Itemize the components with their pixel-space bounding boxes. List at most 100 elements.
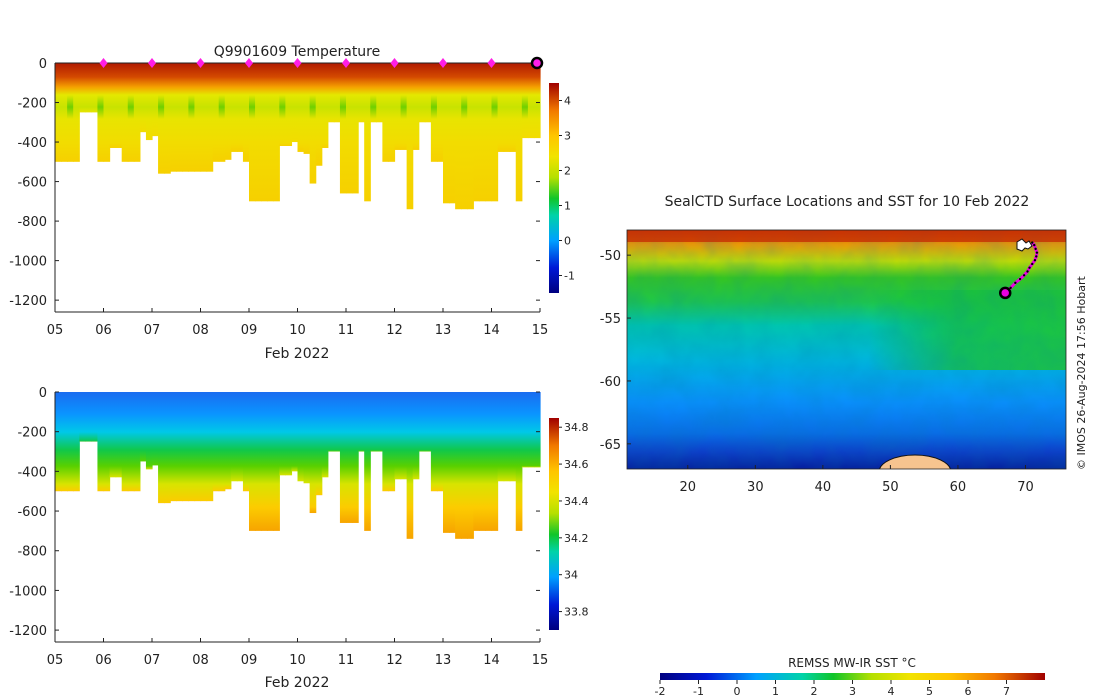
s-profile-column	[406, 392, 414, 539]
t-y-tick-label: -400	[17, 136, 47, 151]
s-profile-column	[85, 392, 92, 442]
profile-surface-marker	[99, 58, 108, 68]
s-profile-column	[485, 392, 493, 531]
sst-colorbar-tick-label: -2	[655, 685, 666, 698]
t-profile-column	[218, 63, 226, 162]
s-profile-column	[467, 392, 474, 539]
s-profile-column	[327, 392, 335, 452]
sst-map-panel: SealCTD Surface Locations and SST for 10…	[600, 194, 1088, 698]
t-profile-column	[315, 63, 323, 166]
s-profile-column	[230, 392, 238, 482]
t-x-tick-label: 14	[483, 323, 500, 338]
sst-colorbar-tick-label: 3	[849, 685, 856, 698]
s-profile-column	[194, 392, 202, 502]
profile-surface-marker	[245, 58, 253, 68]
t-x-tick-label: 12	[386, 323, 403, 338]
t-profile-column	[279, 63, 286, 146]
t-profile-column	[103, 63, 111, 162]
t-profile-column	[194, 63, 202, 172]
t-y-tick-label: -200	[17, 97, 47, 112]
t-profile-column	[370, 63, 377, 123]
t-profile-column	[376, 63, 383, 123]
t-profile-column	[170, 63, 177, 172]
seal-track-point	[1035, 255, 1038, 258]
t-profile-column	[236, 63, 244, 152]
s-profile-column	[358, 392, 365, 452]
s-profile-column	[249, 392, 256, 531]
s-x-tick-label: 09	[241, 653, 258, 668]
t-profile-column	[358, 63, 365, 123]
t-profile-column	[418, 63, 426, 123]
t-profile-column	[424, 63, 432, 123]
sst-map-title: SealCTD Surface Locations and SST for 10…	[665, 194, 1030, 210]
seal-current-position	[998, 286, 1012, 300]
antarctic-land	[879, 454, 951, 469]
salinity-profiles	[55, 392, 541, 539]
sst-colorbar	[660, 673, 1045, 680]
s-profile-column	[182, 392, 189, 502]
s-profile-column	[170, 392, 177, 502]
s-profile-column	[285, 392, 293, 476]
t-profile-column	[479, 63, 487, 202]
s-x-tick-label: 05	[47, 653, 64, 668]
t-profile-column	[61, 63, 68, 162]
t-profile-column	[473, 63, 480, 202]
t-x-tick-label: 15	[532, 323, 549, 338]
sst-colorbar-tick-label: 0	[734, 685, 741, 698]
s-profile-column	[533, 392, 541, 468]
t-profile-column	[133, 63, 141, 162]
s-profile-column	[139, 392, 147, 462]
t-x-tick-label: 13	[435, 323, 452, 338]
t-profile-column	[73, 63, 80, 162]
s-colorbar-tick-label: 34.8	[564, 421, 589, 434]
t-profile-column	[443, 63, 450, 204]
profile-surface-marker	[342, 58, 350, 68]
t-profile-column	[521, 63, 529, 139]
s-profile-column	[461, 392, 468, 539]
salinity-y-ticks: 0 -200 -400 -600 -800 -1000 -1200	[9, 386, 540, 639]
s-y-tick-label: -600	[17, 505, 47, 520]
s-profile-column	[443, 392, 450, 533]
s-y-tick-label: -400	[17, 465, 47, 480]
s-x-tick-label: 13	[435, 653, 452, 668]
profile-surface-marker	[293, 58, 302, 68]
t-profile-column	[67, 63, 74, 162]
sst-colorbar-tick-label: 2	[811, 685, 818, 698]
t-colorbar-tick-label: 3	[564, 130, 571, 143]
current-position-marker	[530, 56, 544, 70]
s-x-tick-label: 10	[289, 653, 306, 668]
seal-track-point	[1035, 251, 1039, 254]
t-colorbar-tick-label: 0	[564, 235, 571, 248]
sst-map-x-tick-label: 50	[882, 480, 899, 495]
sst-colorbar-label: REMSS MW-IR SST °C	[788, 656, 916, 670]
s-y-tick-label: 0	[39, 386, 47, 401]
salinity-colorbar-ticks: 34.8 34.6 34.4 34.2 34 33.8	[559, 421, 589, 619]
s-profile-column	[73, 392, 80, 492]
t-profile-column	[267, 63, 274, 202]
s-profile-column	[376, 392, 383, 452]
s-profile-column	[109, 392, 117, 478]
t-profile-column	[224, 63, 232, 160]
s-profile-column	[491, 392, 499, 531]
temperature-y-ticks: 0 -200 -400 -600 -800 -1000 -1200	[9, 57, 540, 309]
s-x-tick-label: 14	[483, 653, 500, 668]
seal-track-point	[1014, 281, 1017, 285]
s-x-tick-label: 07	[144, 653, 161, 668]
t-profile-column	[91, 63, 99, 113]
s-profile-column	[158, 392, 165, 504]
s-profile-column	[67, 392, 74, 492]
s-profile-column	[503, 392, 511, 482]
t-profile-column	[430, 63, 438, 162]
sst-colorbar-tick-label: 5	[926, 685, 933, 698]
s-profile-column	[224, 392, 232, 490]
salinity-xlabel: Feb 2022	[265, 675, 330, 691]
t-profile-column	[273, 63, 280, 202]
salinity-panel: 0 -200 -400 -600 -800 -1000 -1200 05 06 07 08 09 10…	[9, 386, 588, 691]
profile-surface-marker	[390, 58, 399, 68]
t-profile-column	[436, 63, 444, 162]
sst-map-x-tick-label: 30	[747, 480, 764, 495]
salinity-colorbar	[549, 418, 559, 630]
t-x-tick-label: 10	[289, 323, 306, 338]
s-profile-column	[321, 392, 329, 478]
